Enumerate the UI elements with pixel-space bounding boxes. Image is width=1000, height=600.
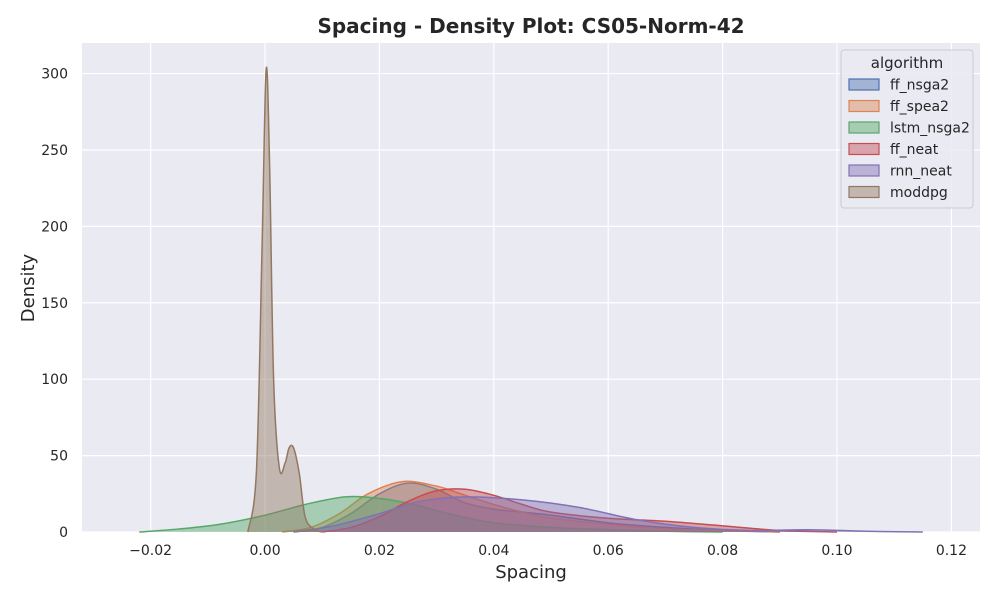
y-tick-label: 100 [41, 372, 68, 388]
y-tick-label: 150 [41, 296, 68, 312]
x-tick-label: 0.08 [707, 543, 738, 559]
density-area-ff-neat [322, 488, 838, 532]
chart-title: Spacing - Density Plot: CS05-Norm-42 [317, 14, 744, 38]
density-area-lstm-nsga2 [139, 496, 723, 532]
legend-label: rnn_neat [890, 164, 952, 180]
x-tick-label: 0.10 [821, 543, 852, 559]
x-axis-label: Spacing [495, 562, 567, 583]
y-tick-label: 200 [41, 219, 68, 235]
density-areas [139, 66, 923, 533]
y-tick-label: 300 [41, 67, 68, 83]
density-line-ff-spea2 [282, 480, 780, 533]
x-tick-label: 0.04 [478, 543, 509, 559]
density-area-ff-nsga2 [293, 482, 780, 532]
density-line-rnn-neat [293, 496, 923, 533]
density-line-moddpg [247, 66, 323, 533]
grid-lines [82, 43, 980, 533]
y-tick-label: 50 [50, 449, 68, 465]
legend-swatch [848, 78, 880, 91]
x-tick-label: −0.02 [129, 543, 172, 559]
legend-swatch [848, 99, 880, 113]
legend-items: ff_nsga2 ff_spea2 lstm_nsga2 ff_neat rnn_nea… [848, 78, 970, 201]
density-line-ff-nsga2 [293, 482, 780, 533]
x-tick-label: 0.06 [593, 543, 624, 559]
legend-label: lstm_nsga2 [890, 121, 970, 137]
legend-swatch [848, 121, 880, 134]
y-tick-labels: 0 50 100 150 200 250 300 [41, 67, 68, 541]
x-tick-label: 0.00 [249, 543, 280, 559]
density-line-lstm-nsga2 [139, 495, 723, 533]
x-tick-label: 0.02 [364, 543, 395, 559]
density-area-ff-spea2 [282, 481, 780, 532]
plot-area [82, 43, 980, 532]
legend-label: moddpg [890, 185, 948, 201]
legend-label: ff_nsga2 [890, 78, 949, 94]
y-tick-label: 250 [41, 143, 68, 159]
legend-swatch [848, 164, 880, 177]
y-axis-label: Density [18, 253, 39, 322]
y-tick-label: 0 [59, 525, 68, 541]
x-tick-labels: −0.02 0.00 0.02 0.04 0.06 0.08 0.10 0.12 [129, 543, 967, 559]
legend: algorithm ff_nsga2ff_spea2lstm_nsga2ff_n… [840, 49, 974, 209]
legend-label: ff_neat [890, 142, 939, 158]
legend-label: ff_spea2 [890, 99, 949, 115]
legend-title: algorithm [871, 54, 943, 72]
density-line-ff-neat [322, 488, 838, 533]
x-tick-label: 0.12 [936, 543, 967, 559]
density-area-moddpg [247, 67, 323, 532]
legend-swatch [848, 142, 880, 156]
legend-swatch [848, 185, 880, 199]
